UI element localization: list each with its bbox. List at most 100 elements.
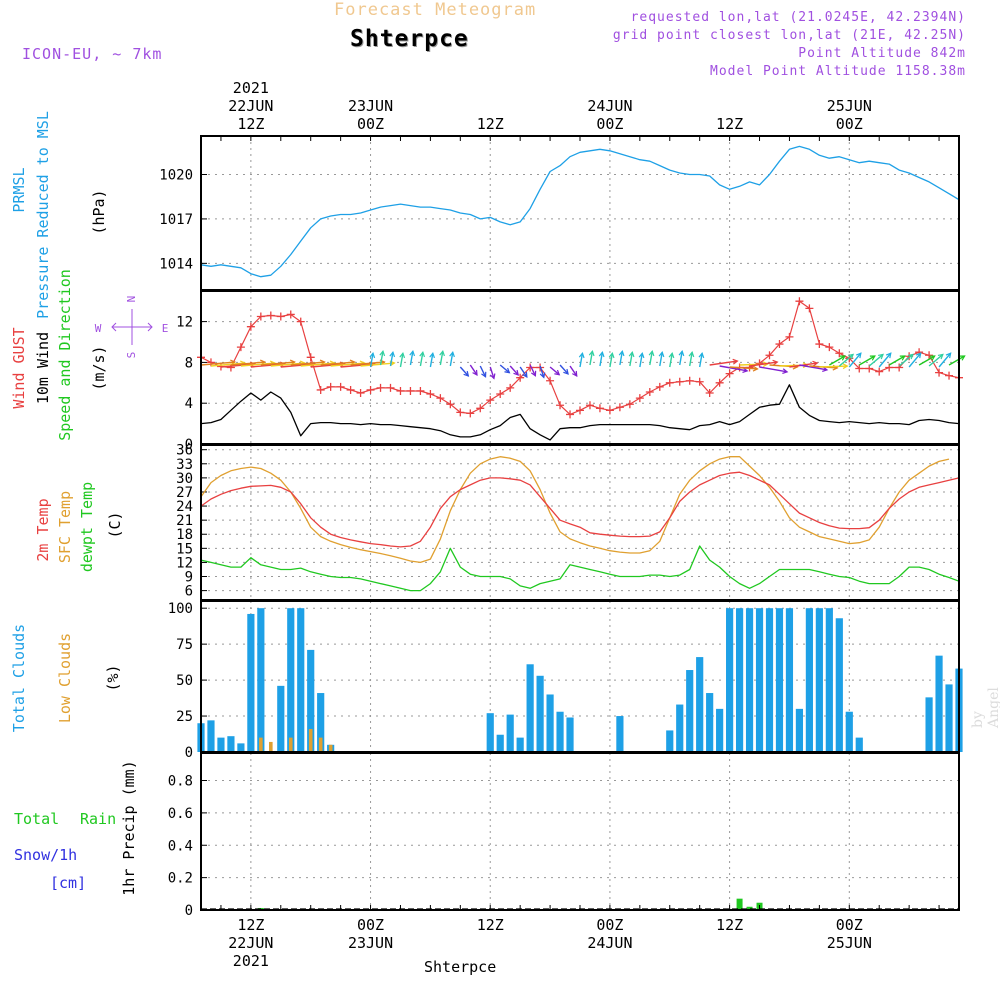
wind-arrowhead <box>945 352 952 359</box>
wind-arrowhead <box>399 351 406 359</box>
wind-arrowhead <box>752 365 759 372</box>
total-clouds-label: Total Clouds <box>10 624 28 732</box>
total-label: Total <box>14 810 59 828</box>
bottom-time-label: 24JUN <box>587 934 632 952</box>
gust-marker <box>665 378 674 387</box>
pressure-tick-label: 1020 <box>159 168 193 184</box>
wind-arrow <box>629 352 633 367</box>
temp-tick-label: 30 <box>176 471 193 487</box>
wind-arrow <box>878 352 892 368</box>
total-cloud-bar <box>516 737 524 752</box>
bottom-time-label: 00Z <box>357 916 384 934</box>
wind-arrow <box>848 352 862 368</box>
gust-marker <box>695 377 704 386</box>
wind-gust-label: Wind GUST <box>10 327 28 408</box>
temp-tick-label: 15 <box>176 541 193 557</box>
total-cloud-bar <box>775 608 784 752</box>
wind-arrowhead <box>563 368 569 375</box>
wind-arrow <box>898 353 914 367</box>
compass-e: E <box>162 322 169 335</box>
wind-arrow <box>310 363 345 368</box>
wind-arrow <box>928 353 944 367</box>
rain-bar <box>736 898 743 910</box>
wind-arrowhead <box>419 350 426 358</box>
gust-marker <box>685 376 694 385</box>
wind-arrowhead <box>732 358 739 365</box>
precip-tick-label: 0 <box>185 903 193 919</box>
wind-arrowhead <box>628 350 635 358</box>
prmsl-label: PRMSL <box>10 167 28 212</box>
total-cloud-bar <box>237 743 245 752</box>
precip-tick-label: 0.8 <box>168 774 193 790</box>
gust-marker <box>595 404 604 413</box>
gust-marker <box>386 383 395 392</box>
low-cloud-bar <box>328 744 333 752</box>
wind-arrow <box>549 366 560 376</box>
meteogram-subtitle: Forecast Meteogram <box>334 0 537 20</box>
wind-arrow <box>260 361 295 366</box>
wind-arrow <box>888 355 906 366</box>
wind-arrow <box>369 353 374 368</box>
requested-coords: requested lon,lat (21.0245E, 42.2394N) <box>630 10 966 25</box>
low-cloud-bar <box>308 728 313 752</box>
wind-arrow <box>938 352 952 368</box>
pressure-tick-label: 1017 <box>159 212 193 228</box>
snow-unit-label: [cm] <box>50 874 86 892</box>
wind-arrowhead <box>915 352 922 359</box>
wind-arrowhead <box>513 369 520 376</box>
gust-marker <box>935 368 944 377</box>
wind-arrow <box>559 364 569 375</box>
total-cloud-bar <box>277 685 285 752</box>
wind-arrow <box>569 365 578 377</box>
wind-arrow <box>579 353 584 368</box>
compass-icon <box>111 309 153 345</box>
gust-marker <box>306 353 315 362</box>
gust-marker <box>755 359 764 368</box>
temp-unit-label: (C) <box>106 511 124 538</box>
total-cloud-bar <box>217 737 225 752</box>
wind-tick-label: 0 <box>185 437 193 453</box>
wind-arrow <box>689 352 693 367</box>
wind-arrow <box>749 361 778 367</box>
gust-marker <box>446 400 455 409</box>
grid-point-coords: grid point closest lon,lat (21E, 42.25N) <box>612 28 966 43</box>
top-time-label: 00Z <box>596 115 623 133</box>
wind-arrow <box>439 351 444 366</box>
cloud-tick-label: 75 <box>176 637 193 653</box>
wind-arrowhead <box>598 350 605 358</box>
total-cloud-bar <box>506 714 514 752</box>
gust-marker <box>526 363 535 372</box>
wind-arrow <box>300 362 335 367</box>
wind-arrowhead <box>929 355 936 361</box>
total-cloud-bar <box>925 697 933 752</box>
bottom-time-label: 2021 <box>233 952 269 970</box>
wind-arrow <box>340 363 375 368</box>
wind-arrow <box>619 351 624 366</box>
gust-marker <box>815 340 824 349</box>
gust-marker <box>566 410 575 419</box>
wind-arrowhead <box>688 350 695 358</box>
gust-marker <box>356 389 365 397</box>
rain-bar <box>746 906 753 910</box>
wind-arrow <box>250 363 285 368</box>
wind-arrow <box>838 353 854 367</box>
total-cloud-bar <box>735 608 744 752</box>
wind-arrow <box>210 362 245 367</box>
temp-tick-label: 18 <box>176 527 193 543</box>
total-cloud-bar <box>227 736 235 752</box>
temp-tick-label: 12 <box>176 555 193 571</box>
top-time-label: 25JUN <box>827 97 872 115</box>
wind-arrow <box>669 353 673 368</box>
bottom-time-label: 23JUN <box>348 934 393 952</box>
wind-arrow <box>220 363 255 368</box>
wind-arrow <box>280 363 315 368</box>
bottom-time-label: 12Z <box>237 916 264 934</box>
wind-arrowhead <box>472 369 478 376</box>
wind-arrow <box>639 353 643 368</box>
wind-arrowhead <box>379 349 386 357</box>
low-cloud-bar <box>259 737 263 752</box>
wind-arrow <box>449 352 454 367</box>
wind-arrowhead <box>869 355 876 361</box>
pressure-reduced-label: Pressure Reduced to MSL <box>34 111 52 319</box>
wind-arrowhead <box>848 353 855 360</box>
